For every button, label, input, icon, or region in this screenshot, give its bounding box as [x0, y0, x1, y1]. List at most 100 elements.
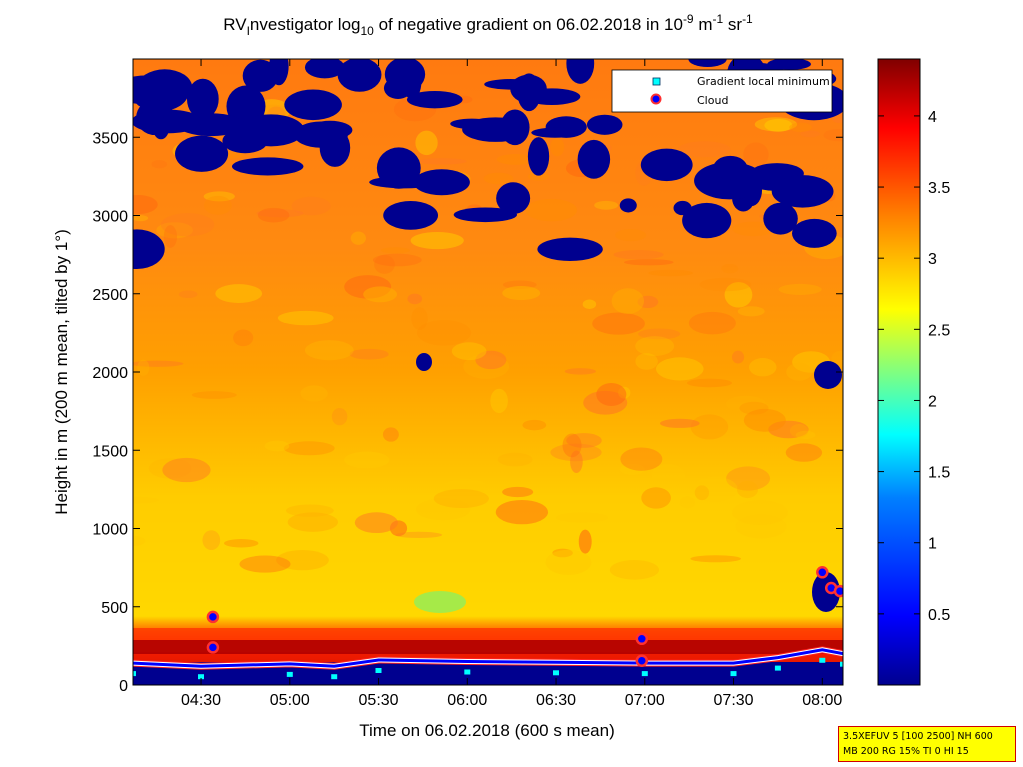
- texture-patch: [721, 263, 739, 274]
- no-data-region: [383, 201, 439, 230]
- texture-patch: [304, 340, 354, 361]
- cloud-point: [635, 632, 649, 646]
- cloud-point: [206, 610, 220, 624]
- no-data-region: [304, 59, 345, 79]
- no-data-region: [237, 114, 305, 147]
- low-gradient-patch: [414, 591, 466, 613]
- texture-patch: [502, 285, 541, 301]
- x-tick-label: 05:00: [270, 692, 310, 709]
- no-data-region: [566, 59, 595, 84]
- no-data-region: [152, 116, 170, 140]
- no-data-region: [814, 361, 842, 389]
- texture-patch: [148, 458, 192, 479]
- texture-patch: [160, 213, 215, 237]
- texture-patch: [656, 357, 704, 381]
- x-tick-label: 07:00: [625, 692, 665, 709]
- x-tick-label: 05:30: [359, 692, 399, 709]
- no-data-region: [242, 59, 279, 92]
- texture-patch: [502, 486, 534, 498]
- texture-patch: [743, 408, 786, 432]
- no-data-region: [337, 59, 382, 92]
- y-tick-label: 500: [101, 600, 128, 617]
- texture-patch: [823, 128, 843, 142]
- texture-patch: [795, 430, 816, 440]
- texture-patch: [133, 194, 158, 215]
- texture-patch: [215, 284, 263, 303]
- texture-patch: [749, 357, 777, 377]
- gradient-marker: [819, 657, 826, 663]
- legend-box: [611, 69, 833, 113]
- texture-patch: [483, 172, 514, 185]
- texture-patch: [497, 452, 533, 467]
- x-axis-label: Time on 06.02.2018 (600 s mean): [359, 721, 614, 740]
- no-data-region: [713, 155, 748, 180]
- cloud-point: [816, 566, 829, 579]
- texture-patch: [416, 320, 472, 346]
- texture-patch: [785, 443, 823, 462]
- texture-patch: [350, 231, 366, 245]
- colorbar-tick-label: 1.5: [928, 465, 950, 482]
- no-data-region: [771, 175, 834, 208]
- texture-patch: [596, 383, 627, 407]
- x-tick-label: 04:30: [181, 692, 221, 709]
- heatmap-plot: [133, 59, 843, 685]
- no-data-region: [175, 135, 229, 172]
- colorbar-tick-label: 1: [928, 536, 937, 553]
- texture-patch: [525, 198, 578, 222]
- texture-patch: [203, 191, 235, 202]
- texture-patch: [739, 401, 769, 415]
- no-data-region: [186, 78, 219, 120]
- info-line-1: 3.5XEFUV 5 [100 2500] NH 600: [843, 731, 993, 742]
- no-data-region: [496, 182, 531, 215]
- texture-patch: [433, 489, 489, 509]
- colorbar-tick-label: 0.5: [928, 607, 950, 624]
- texture-patch: [659, 418, 700, 428]
- texture-patch: [133, 535, 146, 547]
- texture-patch: [256, 209, 304, 218]
- texture-patch: [609, 560, 660, 580]
- no-data-region: [453, 207, 518, 223]
- texture-patch: [638, 328, 681, 340]
- texture-patch: [731, 350, 745, 364]
- texture-patch: [764, 118, 793, 132]
- legend-cloud-label: Cloud: [697, 94, 728, 107]
- no-data-region: [694, 162, 765, 200]
- y-axis: 0 500 1000 1500 2000 2500 3000 3500: [92, 130, 843, 695]
- texture-patch: [737, 306, 765, 317]
- texture-patch: [615, 229, 647, 242]
- texture-patch: [522, 419, 547, 431]
- y-tick-label: 2500: [92, 287, 128, 304]
- no-data-region: [812, 572, 840, 612]
- texture-patch: [415, 498, 471, 521]
- y-axis-label: Height in m (200 m mean, tilted by 1°): [52, 229, 71, 515]
- texture-patch: [191, 391, 237, 399]
- gradient-marker: [286, 671, 293, 677]
- texture-patch: [496, 154, 535, 165]
- legend-gradient-marker: [652, 77, 661, 86]
- texture-patch: [620, 447, 663, 471]
- texture-patch: [690, 555, 741, 563]
- texture-patch: [578, 529, 592, 554]
- texture-patch: [611, 288, 645, 314]
- texture-patch: [743, 142, 769, 167]
- no-data-region: [640, 148, 693, 182]
- texture-patch: [562, 433, 582, 458]
- texture-patch: [635, 353, 658, 370]
- no-data-region: [537, 237, 603, 262]
- texture-patch: [732, 221, 775, 237]
- texture-patch: [694, 485, 710, 501]
- colorbar-tick-label: 4: [928, 109, 937, 126]
- x-tick-label: 06:30: [536, 692, 576, 709]
- texture-patch: [564, 368, 597, 375]
- texture-patch: [224, 539, 259, 548]
- texture-patch: [374, 255, 395, 274]
- texture-patch: [690, 414, 729, 440]
- texture-patch: [372, 253, 422, 267]
- texture-patch: [692, 476, 738, 502]
- texture-patch: [566, 433, 602, 448]
- texture-patch: [592, 312, 645, 335]
- no-data-region: [406, 90, 463, 109]
- no-data-region: [531, 127, 579, 138]
- texture-patch: [800, 130, 821, 138]
